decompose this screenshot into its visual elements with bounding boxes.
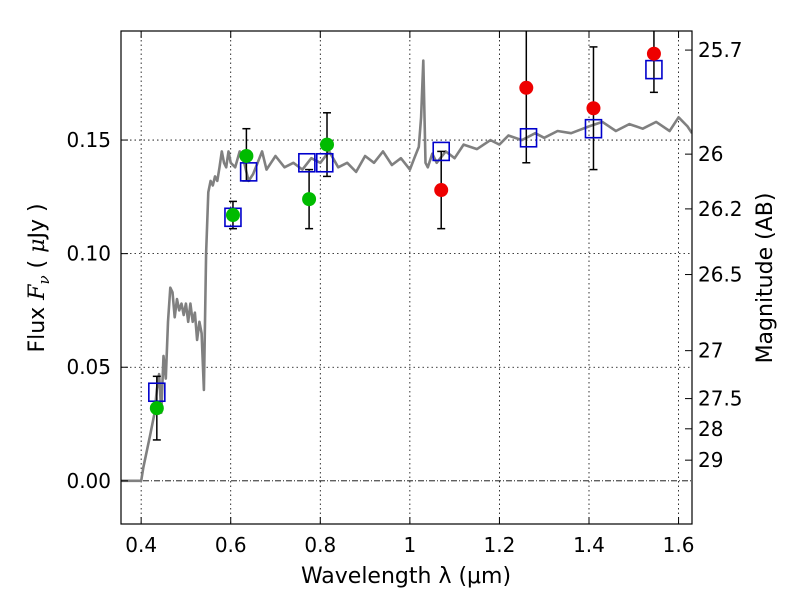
data-point: [149, 401, 164, 416]
x-tick-label: 0.8: [304, 533, 336, 557]
y-tick-label: 0.15: [66, 128, 111, 152]
y-label-sub: ν: [35, 275, 53, 284]
y-tick-label: 0.05: [66, 355, 111, 379]
x-tick-label: 0.4: [125, 533, 157, 557]
y-label-prefix: Flux: [25, 300, 50, 353]
magnitude-tick-label: 26: [698, 142, 723, 166]
data-point: [519, 80, 534, 95]
template-curve-layer: [121, 59, 692, 483]
magnitude-tick-label: 26.2: [698, 197, 743, 221]
x-tick-label: 1.6: [663, 533, 695, 557]
magnitude-tick-label: 29: [698, 448, 723, 472]
x-axis-label: Wavelength λ (μm): [301, 564, 511, 589]
y-axis-label-left: Flux Fν ( μJy ): [25, 203, 53, 352]
y-tick-label: 0.00: [66, 469, 111, 493]
model-square-point: [298, 152, 316, 173]
data-point: [239, 148, 254, 163]
model-square-point: [315, 152, 334, 173]
data-point: [302, 192, 317, 207]
magnitude-tick-label: 27: [698, 339, 723, 363]
x-tick-label: 0.6: [215, 533, 247, 557]
tick-labels: 0.4 0.6 0.8 1 1.2 1.4 1.6 0.00 0.05 0.10 0.15 25.7 2…: [66, 38, 742, 557]
y-label-unit: Jy ): [25, 203, 50, 240]
model-square-point: [432, 141, 451, 162]
data-point: [586, 101, 601, 116]
x-tick-label: 1.4: [573, 533, 605, 557]
y-tick-label: 0.10: [66, 242, 111, 266]
y-axis-label-right: Magnitude (AB): [753, 193, 778, 364]
x-tick-label: 1: [403, 533, 416, 557]
magnitude-tick-label: 25.7: [698, 38, 743, 62]
x-tick-label: 1.2: [484, 533, 516, 557]
model-square-point: [519, 127, 538, 148]
data-point: [225, 208, 240, 223]
data-point: [646, 46, 661, 61]
data-point: [320, 137, 335, 152]
y-label-open: (: [25, 253, 50, 276]
magnitude-tick-label: 27.5: [698, 387, 743, 411]
tick-marks: [121, 31, 692, 524]
y-label-var: F: [25, 284, 50, 301]
model-square-point: [239, 162, 258, 182]
y-label-mu: μ: [25, 239, 50, 253]
magnitude-tick-label: 26.5: [698, 263, 743, 287]
template-curve: [121, 59, 692, 483]
data-point-layer: [148, 46, 663, 416]
data-point: [434, 183, 449, 198]
plot-frame: [120, 30, 693, 525]
model-square-point: [584, 118, 603, 139]
magnitude-tick-label: 28: [698, 417, 723, 441]
